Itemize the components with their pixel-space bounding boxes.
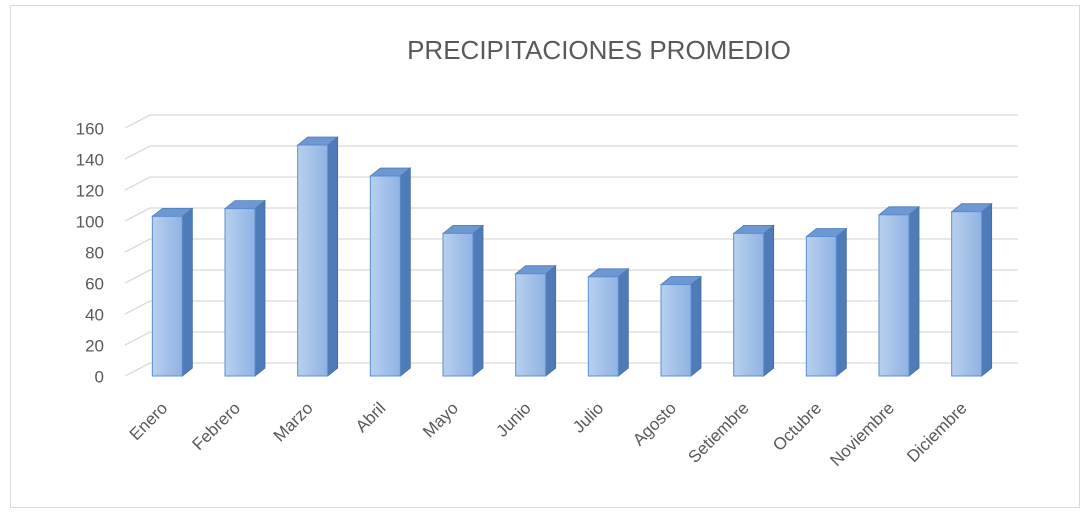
bar-side — [763, 224, 775, 377]
bar — [441, 224, 485, 377]
bar-side — [254, 199, 266, 377]
grid-line — [124, 331, 1018, 346]
y-tick-label: 100 — [76, 212, 104, 231]
grid-line — [124, 362, 1018, 377]
y-tick-label: 80 — [85, 243, 104, 262]
bar-front — [878, 214, 910, 377]
bar-side — [835, 227, 847, 377]
bar — [950, 202, 993, 377]
bar-front — [297, 144, 329, 377]
bar — [877, 205, 921, 377]
grid-line — [124, 238, 1018, 253]
chart-title: PRECIPITACIONES PROMEDIO — [407, 35, 791, 65]
bar-side — [545, 264, 557, 377]
y-tick-label: 60 — [85, 274, 104, 293]
grid-line — [124, 114, 1018, 129]
y-tick-label: 160 — [76, 119, 104, 138]
y-tick-label: 20 — [85, 336, 104, 355]
bar — [369, 167, 412, 377]
y-tick-label: 0 — [95, 367, 104, 386]
bar — [732, 224, 775, 377]
bar — [296, 136, 339, 377]
bar-front — [369, 175, 401, 377]
bar-side — [327, 136, 339, 377]
bar-front — [151, 215, 183, 377]
bar-front — [587, 276, 619, 377]
bar-side — [399, 167, 411, 377]
bar-front — [660, 284, 692, 377]
grid-line — [124, 300, 1018, 315]
bar — [659, 275, 703, 377]
grid-line — [124, 176, 1018, 191]
bar — [587, 267, 630, 377]
bar-front — [515, 273, 547, 377]
bar-front — [805, 236, 837, 377]
grid-line — [124, 269, 1018, 284]
bar-side — [690, 275, 702, 377]
bar-front — [951, 211, 983, 377]
bar-front — [442, 232, 474, 377]
bar-front — [733, 232, 765, 377]
bar-side — [981, 202, 993, 377]
y-tick-label: 140 — [76, 150, 104, 169]
bar-side — [472, 224, 484, 377]
bar-front — [224, 208, 256, 377]
y-tick-label: 40 — [85, 305, 104, 324]
bar — [514, 264, 557, 377]
grid-line — [124, 145, 1018, 160]
bar-side — [181, 207, 193, 377]
bar-side — [908, 205, 920, 377]
y-tick-label: 120 — [76, 181, 104, 200]
bar — [805, 227, 848, 377]
bar — [151, 207, 194, 377]
bar — [223, 199, 267, 377]
bar-side — [617, 267, 629, 377]
grid-line — [124, 207, 1018, 222]
